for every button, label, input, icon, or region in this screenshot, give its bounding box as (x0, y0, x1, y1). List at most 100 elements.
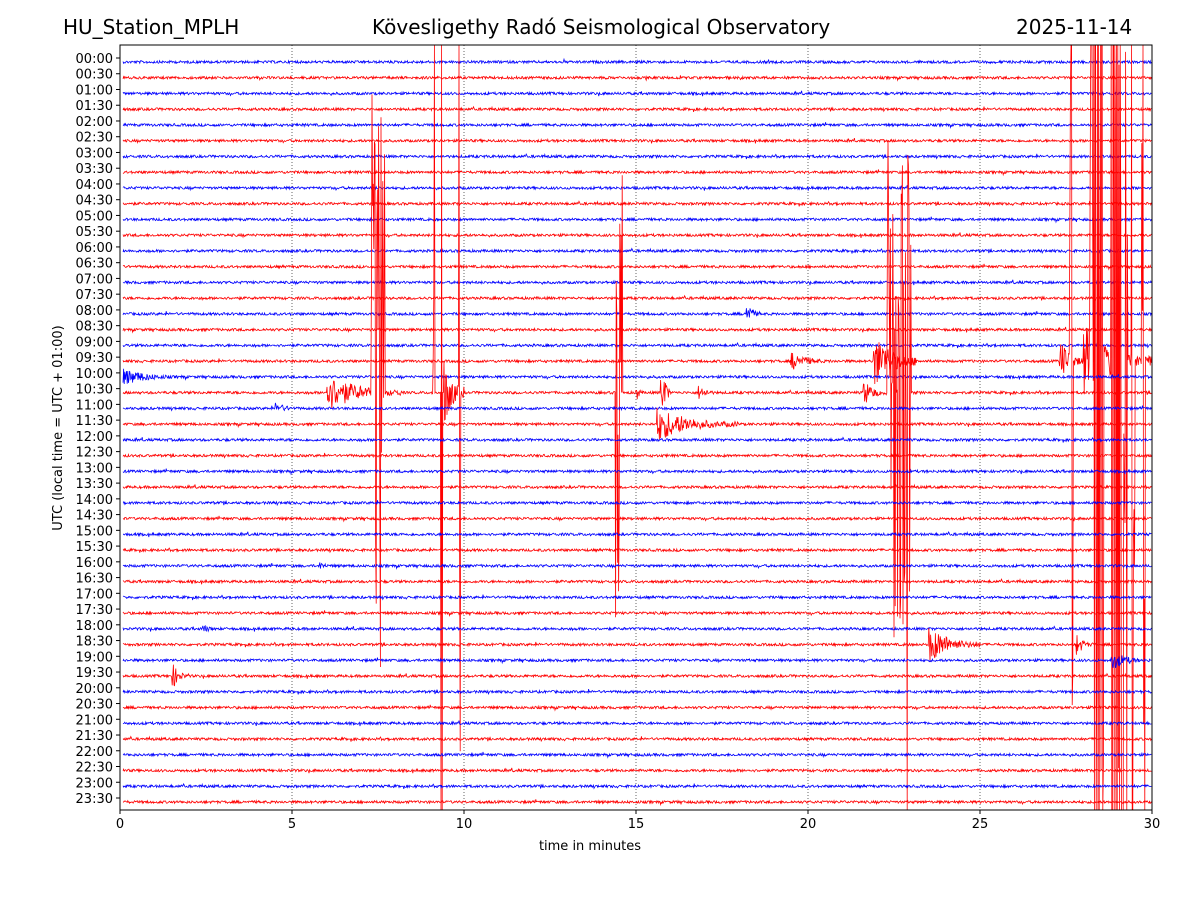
trace-0000 (122, 57, 1152, 65)
trace-1030 (122, 45, 1152, 810)
y-tick-label: 01:00 (76, 83, 113, 98)
trace-2030 (122, 704, 1152, 712)
trace-1000 (122, 368, 1152, 385)
y-tick-label: 08:00 (76, 304, 113, 319)
traces (122, 45, 1152, 810)
trace-0730 (122, 294, 1152, 302)
y-tick-label: 06:00 (76, 241, 113, 256)
y-tick-label: 05:00 (76, 209, 113, 224)
y-tick-label: 00:30 (76, 68, 113, 83)
y-tick-label: 21:00 (76, 713, 113, 728)
y-tick-label: 02:30 (76, 131, 113, 146)
trace-1430 (122, 515, 1152, 523)
y-tick-label: 13:00 (76, 461, 113, 476)
y-axis-label: UTC (local time = UTC + 01:00) (51, 325, 66, 530)
trace-0230 (122, 137, 1152, 144)
y-tick-label: 01:30 (76, 99, 113, 114)
y-tick-label: 13:30 (76, 477, 113, 492)
trace-0700 (122, 279, 1152, 286)
x-tick-label: 0 (116, 817, 124, 832)
y-tick-label: 08:30 (76, 320, 113, 335)
trace-1700 (122, 594, 1152, 601)
y-tick-label: 12:00 (76, 430, 113, 445)
trace-1130 (122, 407, 1152, 440)
x-tick-label: 20 (800, 817, 817, 832)
trace-1830 (122, 628, 1152, 662)
trace-2130 (122, 735, 1152, 743)
trace-0500 (122, 216, 1152, 224)
y-tick-label: 23:30 (76, 792, 113, 807)
trace-0200 (122, 122, 1152, 129)
trace-2230 (122, 767, 1152, 774)
trace-0830 (122, 326, 1152, 334)
y-tick-label: 04:30 (76, 194, 113, 209)
y-tick-label: 18:00 (76, 619, 113, 634)
x-tick-label: 30 (1144, 817, 1161, 832)
trace-1530 (122, 547, 1152, 554)
observatory-title: Kövesligethy Radó Seismological Observat… (372, 15, 831, 39)
y-tick-label: 23:00 (76, 776, 113, 791)
y-tick-label: 21:30 (76, 729, 113, 744)
y-tick-label: 07:30 (76, 288, 113, 303)
trace-0530 (122, 232, 1152, 239)
trace-0400 (122, 185, 1152, 192)
y-tick-label: 16:30 (76, 572, 113, 587)
y-tick-label: 16:00 (76, 556, 113, 571)
trace-0430 (122, 200, 1152, 207)
trace-1400 (122, 500, 1152, 507)
y-tick-label: 07:00 (76, 272, 113, 287)
trace-2200 (122, 751, 1152, 759)
y-tick-label: 19:00 (76, 650, 113, 665)
y-tick-label: 09:00 (76, 335, 113, 350)
y-tick-label: 15:00 (76, 524, 113, 539)
x-axis: 0 5 10 15 20 25 30 (116, 810, 1160, 832)
y-tick-label: 10:30 (76, 383, 113, 398)
trace-0800 (122, 308, 1152, 318)
y-tick-label: 03:00 (76, 146, 113, 161)
trace-1930 (122, 664, 1152, 687)
y-tick-label: 03:30 (76, 162, 113, 177)
trace-0900 (122, 341, 1152, 349)
y-tick-label: 14:00 (76, 493, 113, 508)
y-tick-label: 17:30 (76, 603, 113, 618)
trace-1600 (122, 562, 1152, 570)
trace-2300 (122, 782, 1152, 790)
grid-lines (291, 45, 981, 810)
y-tick-label: 14:30 (76, 509, 113, 524)
y-tick-label: 22:00 (76, 745, 113, 760)
y-tick-label: 05:30 (76, 225, 113, 240)
trace-1330 (122, 483, 1152, 490)
trace-1200 (122, 436, 1152, 443)
trace-1230 (122, 452, 1152, 459)
trace-1800 (122, 624, 1152, 633)
y-tick-label: 11:00 (76, 398, 113, 413)
trace-0330 (122, 169, 1152, 177)
trace-2000 (122, 688, 1152, 695)
y-tick-label: 06:30 (76, 257, 113, 272)
y-tick-label: 15:30 (76, 540, 113, 555)
trace-0630 (122, 263, 1152, 271)
trace-1630 (122, 578, 1152, 585)
y-tick-label: 18:30 (76, 635, 113, 650)
date-title: 2025-11-14 (1016, 15, 1133, 39)
y-tick-label: 09:30 (76, 351, 113, 366)
y-tick-label: 20:00 (76, 682, 113, 697)
y-tick-label: 00:00 (76, 52, 113, 67)
trace-1730 (122, 610, 1152, 618)
trace-0600 (122, 247, 1152, 255)
y-tick-label: 20:30 (76, 698, 113, 713)
trace-1900 (122, 655, 1152, 669)
trace-1300 (122, 468, 1152, 476)
y-tick-label: 19:30 (76, 666, 113, 681)
x-tick-label: 10 (456, 817, 473, 832)
trace-0930 (122, 45, 1152, 810)
trace-2330 (122, 799, 1152, 807)
y-tick-label: 12:30 (76, 446, 113, 461)
trace-1500 (123, 530, 1152, 538)
y-tick-label: 11:30 (76, 414, 113, 429)
y-tick-label: 17:00 (76, 587, 113, 602)
y-tick-label: 02:00 (76, 115, 113, 130)
x-tick-label: 5 (288, 817, 296, 832)
y-tick-label: 10:00 (76, 367, 113, 382)
